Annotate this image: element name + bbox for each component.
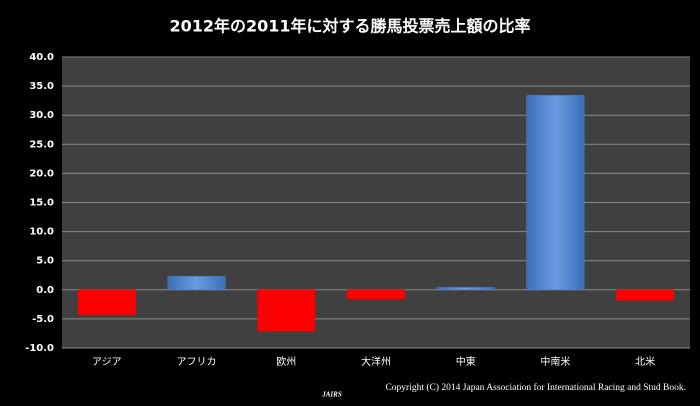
x-tick-label: 北米 [635,355,655,368]
y-tick-label: 10.0 [29,227,54,238]
y-tick-label: 15.0 [29,198,54,209]
y-tick-label: 5.0 [36,256,54,267]
y-tick-label: 40.0 [29,52,54,63]
x-tick-label: 中東 [456,355,476,368]
logo: JAIRS [321,391,342,399]
y-tick-label: 25.0 [29,139,54,150]
bar [167,276,226,291]
bar [436,287,495,291]
footnote: Copyright (C) 2014 Japan Association for… [385,382,686,393]
chart-title: 2012年の2011年に対する勝馬投票売上額の比率 [169,17,530,36]
y-tick-label: -10.0 [25,343,54,354]
bar [257,289,316,332]
x-tick-label: アフリカ [177,356,217,368]
x-tick-label: アジア [92,357,122,368]
bar [347,289,405,300]
x-tick-label: 大洋州 [361,355,391,368]
y-tick-label: 35.0 [29,81,54,92]
bar [77,289,136,316]
bar [616,289,675,301]
x-tick-label: 中南米 [540,355,570,368]
x-tick-label: 欧州 [276,356,296,368]
y-tick-label: 20.0 [29,168,54,179]
y-tick-label: -5.0 [32,314,54,325]
y-tick-label: 30.0 [29,110,54,121]
y-tick-label: 0.0 [36,285,54,296]
bar [526,95,585,291]
